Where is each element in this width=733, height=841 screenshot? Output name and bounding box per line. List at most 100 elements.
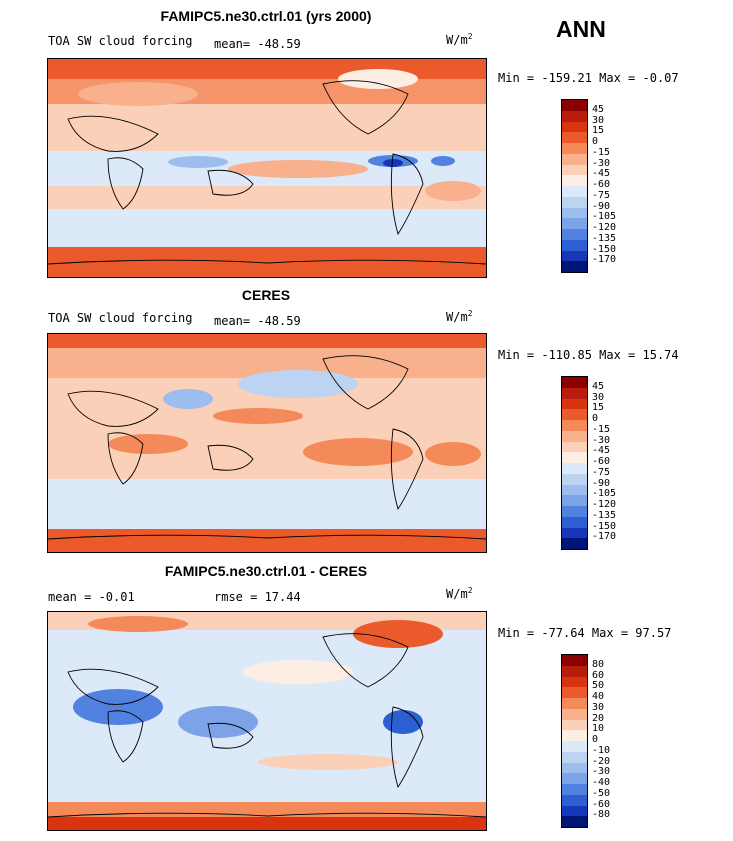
colorbar-swatch (562, 676, 587, 688)
colorbar-swatch (562, 218, 587, 229)
colorbar-tick-label: -90 (592, 477, 611, 489)
panel-3-colorbar-labels: 80 60 50 40 30 20 10 0 -10 -20 -30 -40 -… (592, 654, 632, 826)
colorbar-swatch (562, 730, 587, 741)
colorbar-swatch (562, 794, 587, 806)
colorbar-tick-label: 40 (592, 691, 605, 702)
colorbar-tick-label: 45 (592, 380, 605, 392)
panel-2-units: W/m2 (446, 309, 473, 324)
panel-2-minmax: Min = -110.85 Max = 15.74 (498, 348, 679, 362)
colorbar-tick-label: 20 (592, 712, 605, 724)
panel-3-mean: mean = -0.01 (48, 590, 135, 604)
colorbar-swatch (562, 132, 587, 143)
colorbar-swatch (562, 751, 587, 763)
colorbar-swatch (562, 719, 587, 731)
panel-2-mean: mean= -48.59 (214, 314, 301, 328)
colorbar-swatch (562, 196, 587, 208)
colorbar-swatch (562, 100, 587, 111)
colorbar-swatch (562, 239, 587, 251)
panel-3-colorbar (561, 654, 588, 828)
colorbar-tick-label: 15 (592, 402, 605, 414)
colorbar-tick-label: 0 (592, 136, 599, 147)
panel-1-map-field (48, 59, 486, 277)
colorbar-tick-label: -20 (592, 755, 611, 767)
colorbar-swatch (562, 741, 587, 752)
colorbar-tick-label: -50 (592, 787, 611, 799)
colorbar-tick-label: -150 (592, 243, 617, 255)
colorbar-swatch (562, 527, 587, 539)
colorbar-swatch (562, 484, 587, 496)
colorbar-swatch (562, 175, 587, 186)
colorbar-swatch (562, 121, 587, 133)
colorbar-tick-label: 45 (592, 103, 605, 115)
colorbar-tick-label: -90 (592, 200, 611, 212)
colorbar-tick-label: 10 (592, 723, 605, 735)
colorbar-swatch (562, 665, 587, 677)
colorbar-tick-label: -40 (592, 777, 611, 788)
colorbar-swatch (562, 377, 587, 388)
colorbar-tick-label: -45 (592, 445, 611, 457)
colorbar-swatch (562, 261, 587, 272)
colorbar-swatch (562, 687, 587, 698)
colorbar-swatch (562, 441, 587, 453)
panel-2-map-field (48, 334, 486, 552)
colorbar-tick-label: -60 (592, 456, 611, 467)
colorbar-tick-label: 80 (592, 658, 605, 670)
colorbar-swatch (562, 816, 587, 827)
colorbar-swatch (562, 452, 587, 463)
colorbar-swatch (562, 538, 587, 549)
panel-2-map (47, 333, 487, 553)
panel-3-rmse: rmse = 17.44 (214, 590, 301, 604)
panel-1-mean: mean= -48.59 (214, 37, 301, 51)
colorbar-swatch (562, 207, 587, 219)
colorbar-swatch (562, 186, 587, 197)
panel-3-map-field (48, 612, 486, 830)
colorbar-swatch (562, 506, 587, 517)
colorbar-tick-label: -10 (592, 744, 611, 756)
colorbar-swatch (562, 250, 587, 262)
panel-2-left-label: TOA SW cloud forcing (48, 311, 193, 325)
panel-1-left-label: TOA SW cloud forcing (48, 34, 193, 48)
colorbar-tick-label: -170 (592, 531, 617, 543)
colorbar-swatch (562, 655, 587, 666)
colorbar-swatch (562, 398, 587, 410)
colorbar-swatch (562, 762, 587, 774)
colorbar-tick-label: 30 (592, 114, 605, 126)
colorbar-swatch (562, 773, 587, 784)
panel-1-units: W/m2 (446, 32, 473, 47)
panel-3-minmax: Min = -77.64 Max = 97.57 (498, 626, 672, 640)
colorbar-swatch (562, 495, 587, 506)
colorbar-swatch (562, 805, 587, 817)
colorbar-swatch (562, 164, 587, 176)
colorbar-tick-label: -80 (592, 809, 611, 821)
colorbar-tick-label: -30 (592, 434, 611, 446)
colorbar-tick-label: -75 (592, 189, 611, 201)
colorbar-tick-label: -60 (592, 179, 611, 190)
colorbar-swatch (562, 784, 587, 795)
colorbar-tick-label: 60 (592, 669, 605, 681)
colorbar-swatch (562, 516, 587, 528)
colorbar-tick-label: -45 (592, 168, 611, 180)
panel-1-title: FAMIPC5.ne30.ctrl.01 (yrs 2000) (160, 8, 372, 24)
colorbar-swatch (562, 143, 587, 154)
colorbar-swatch (562, 229, 587, 240)
colorbar-tick-label: -105 (592, 211, 617, 223)
colorbar-swatch (562, 110, 587, 122)
colorbar-tick-label: -30 (592, 157, 611, 169)
colorbar-tick-label: -150 (592, 520, 617, 532)
colorbar-tick-label: 50 (592, 680, 605, 692)
colorbar-tick-label: -60 (592, 798, 611, 810)
colorbar-swatch (562, 153, 587, 165)
panel-3-map (47, 611, 487, 831)
panel-1-colorbar-labels: 45 30 15 0 -15 -30 -45 -60 -75 -90 -105 … (592, 99, 632, 271)
colorbar-swatch (562, 420, 587, 431)
panel-2-colorbar-labels: 45 30 15 0 -15 -30 -45 -60 -75 -90 -105 … (592, 376, 632, 548)
colorbar-swatch (562, 698, 587, 709)
panel-1-colorbar (561, 99, 588, 273)
colorbar-tick-label: -170 (592, 254, 617, 266)
panel-1-minmax: Min = -159.21 Max = -0.07 (498, 71, 679, 85)
colorbar-tick-label: -135 (592, 232, 617, 244)
colorbar-tick-label: -30 (592, 766, 611, 778)
colorbar-tick-label: 30 (592, 701, 605, 713)
panel-2-title: CERES (241, 287, 291, 303)
colorbar-tick-label: -120 (592, 499, 617, 510)
